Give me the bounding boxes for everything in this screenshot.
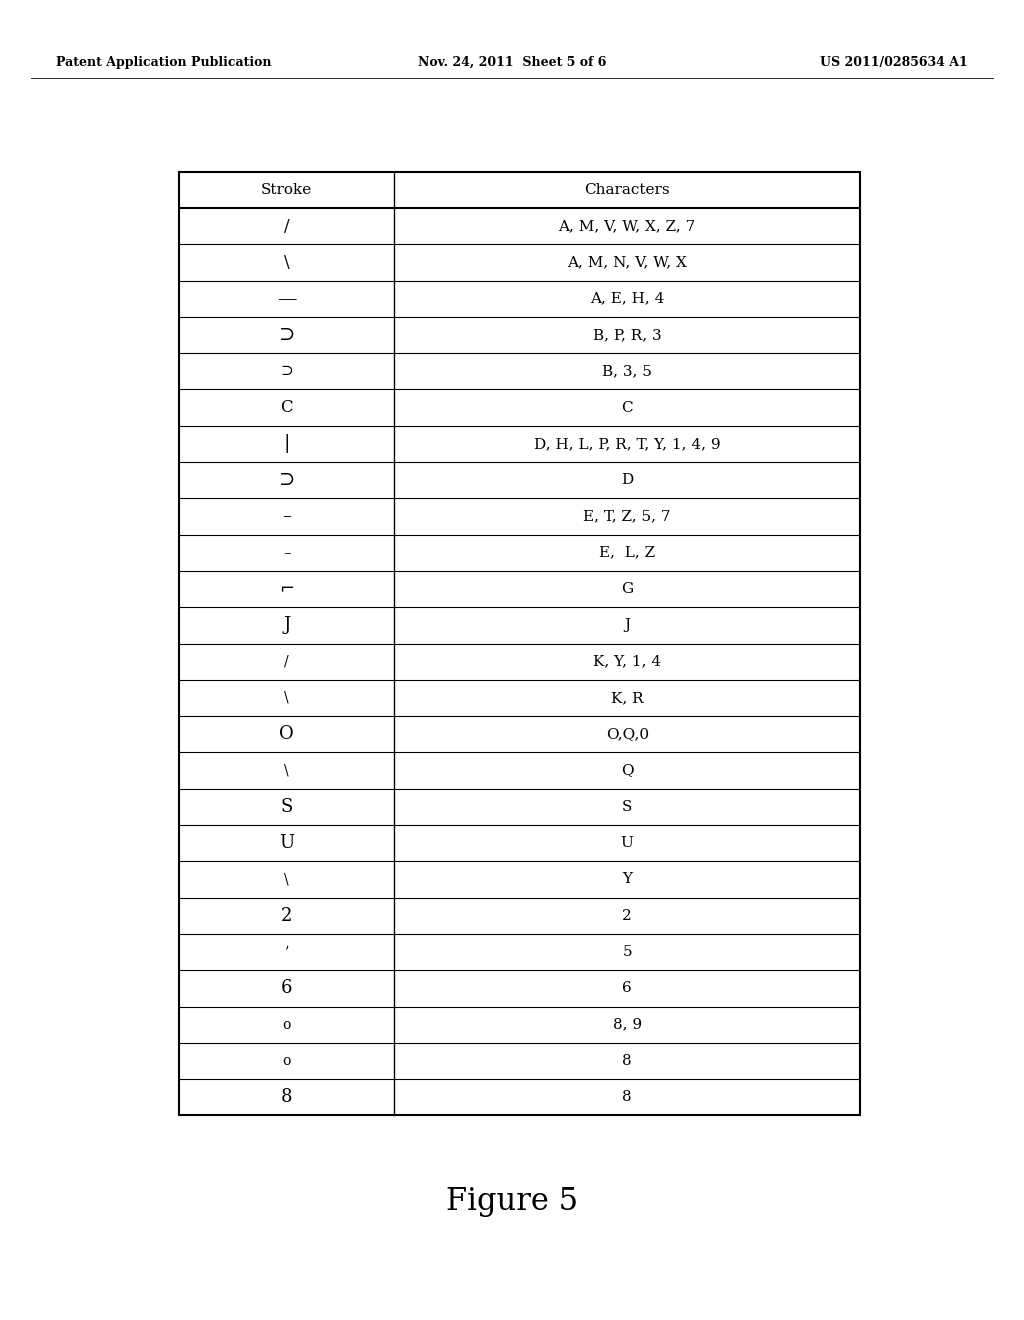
Text: 8, 9: 8, 9 bbox=[612, 1018, 642, 1032]
Text: 6: 6 bbox=[281, 979, 293, 998]
Text: U: U bbox=[280, 834, 294, 853]
Text: 8: 8 bbox=[623, 1090, 632, 1105]
Text: 6: 6 bbox=[623, 981, 632, 995]
Text: ⊃: ⊃ bbox=[279, 326, 295, 345]
Text: J: J bbox=[625, 618, 630, 632]
Text: \: \ bbox=[284, 253, 290, 271]
Text: Patent Application Publication: Patent Application Publication bbox=[56, 55, 271, 69]
Text: —: — bbox=[276, 289, 297, 308]
Text: A, M, V, W, X, Z, 7: A, M, V, W, X, Z, 7 bbox=[558, 219, 696, 234]
Text: A, M, N, V, W, X: A, M, N, V, W, X bbox=[567, 255, 687, 269]
Text: 2: 2 bbox=[623, 908, 632, 923]
Text: C: C bbox=[622, 400, 633, 414]
Text: \: \ bbox=[285, 873, 289, 887]
Text: B, P, R, 3: B, P, R, 3 bbox=[593, 327, 662, 342]
Text: S: S bbox=[622, 800, 633, 814]
Text: \: \ bbox=[285, 690, 289, 705]
Text: O,Q,0: O,Q,0 bbox=[605, 727, 649, 742]
Text: Q: Q bbox=[621, 763, 634, 777]
Text: o: o bbox=[283, 1018, 291, 1032]
Text: O: O bbox=[280, 725, 294, 743]
Text: K, Y, 1, 4: K, Y, 1, 4 bbox=[593, 655, 662, 669]
Text: Nov. 24, 2011  Sheet 5 of 6: Nov. 24, 2011 Sheet 5 of 6 bbox=[418, 55, 606, 69]
Text: ⊃: ⊃ bbox=[281, 364, 293, 379]
Text: Y: Y bbox=[623, 873, 632, 887]
Text: /: / bbox=[284, 218, 290, 235]
Text: /: / bbox=[285, 655, 289, 669]
Text: A, E, H, 4: A, E, H, 4 bbox=[590, 292, 665, 306]
Text: D, H, L, P, R, T, Y, 1, 4, 9: D, H, L, P, R, T, Y, 1, 4, 9 bbox=[534, 437, 721, 451]
Text: S: S bbox=[281, 797, 293, 816]
Text: \: \ bbox=[285, 763, 289, 777]
Text: U: U bbox=[621, 836, 634, 850]
Text: 8: 8 bbox=[281, 1088, 293, 1106]
Text: ⌐: ⌐ bbox=[280, 579, 294, 598]
Text: D: D bbox=[622, 473, 633, 487]
Text: E,  L, Z: E, L, Z bbox=[599, 545, 655, 560]
Text: G: G bbox=[622, 582, 633, 597]
Text: ’: ’ bbox=[285, 945, 289, 960]
Text: 2: 2 bbox=[281, 907, 293, 925]
Text: o: o bbox=[283, 1053, 291, 1068]
Text: –: – bbox=[283, 507, 291, 525]
Text: Stroke: Stroke bbox=[261, 182, 312, 197]
Text: E, T, Z, 5, 7: E, T, Z, 5, 7 bbox=[584, 510, 671, 524]
Text: B, 3, 5: B, 3, 5 bbox=[602, 364, 652, 379]
Text: 8: 8 bbox=[623, 1053, 632, 1068]
Text: J: J bbox=[283, 616, 291, 635]
Text: –: – bbox=[283, 545, 291, 560]
Text: Figure 5: Figure 5 bbox=[445, 1185, 579, 1217]
Text: K, R: K, R bbox=[611, 690, 643, 705]
Text: ⊃: ⊃ bbox=[279, 471, 295, 490]
Text: Characters: Characters bbox=[585, 182, 670, 197]
Text: |: | bbox=[284, 434, 290, 453]
Text: C: C bbox=[281, 399, 293, 416]
Text: 5: 5 bbox=[623, 945, 632, 960]
Text: US 2011/0285634 A1: US 2011/0285634 A1 bbox=[820, 55, 968, 69]
